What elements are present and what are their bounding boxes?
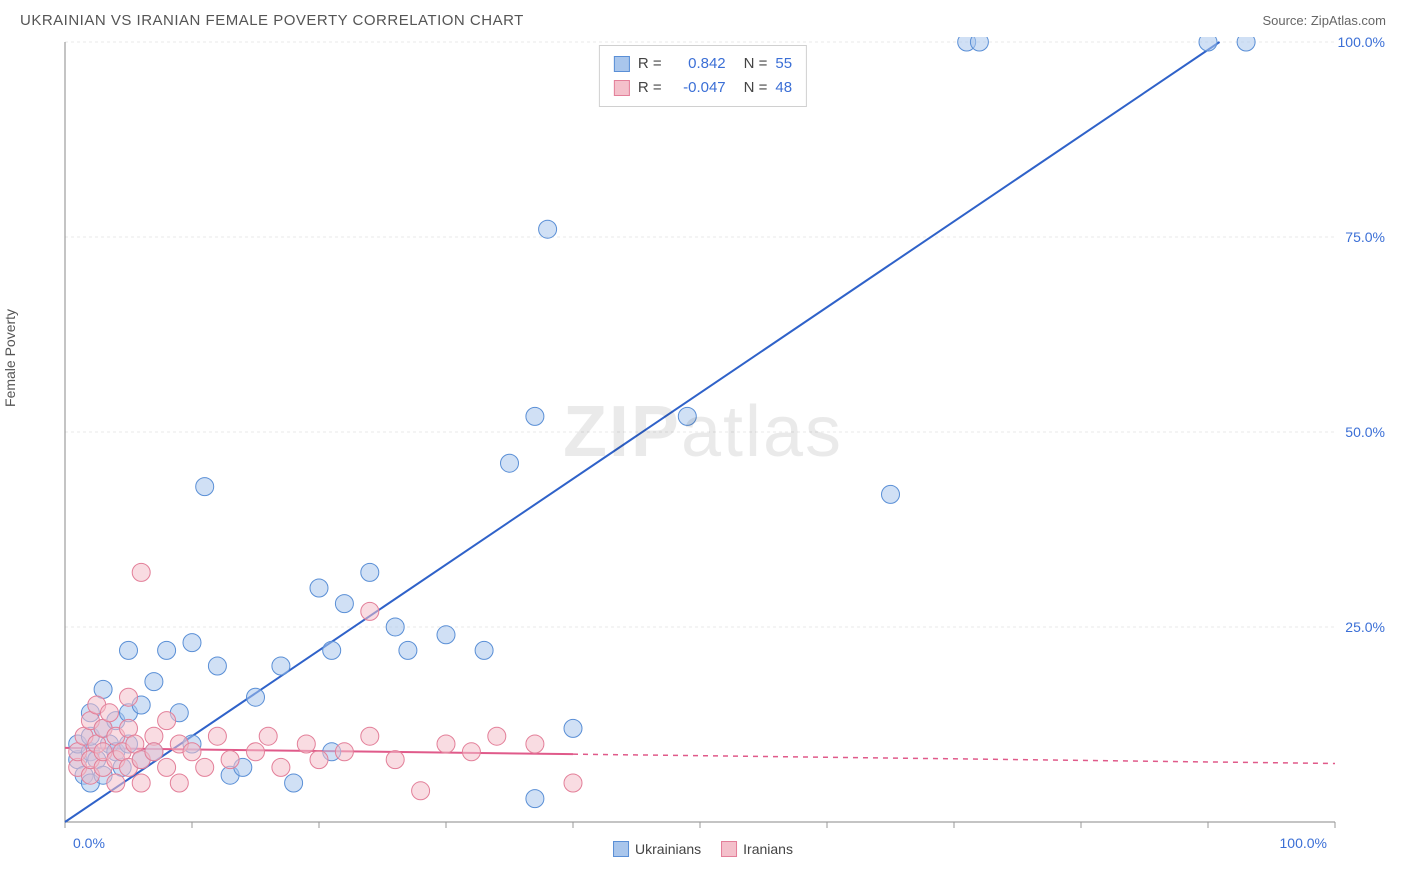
data-point (247, 688, 265, 706)
data-point (145, 743, 163, 761)
legend-item: Ukrainians (613, 841, 701, 857)
x-tick-label: 100.0% (1280, 835, 1327, 851)
data-point (412, 782, 430, 800)
stat-swatch (614, 56, 630, 72)
y-tick-label: 25.0% (1345, 619, 1385, 635)
data-point (526, 790, 544, 808)
data-point (564, 719, 582, 737)
stat-n-label: N = (744, 76, 768, 100)
series-legend: Ukrainians Iranians (613, 841, 793, 857)
data-point (437, 735, 455, 753)
data-point (132, 563, 150, 581)
y-tick-label: 100.0% (1338, 37, 1385, 50)
stat-n-label: N = (744, 52, 768, 76)
data-point (564, 774, 582, 792)
chart-title: UKRAINIAN VS IRANIAN FEMALE POVERTY CORR… (20, 12, 524, 29)
data-point (501, 454, 519, 472)
legend-swatch (613, 841, 629, 857)
data-point (285, 774, 303, 792)
stat-r-value: 0.842 (670, 52, 726, 76)
trend-line-extrapolated (573, 754, 1335, 763)
stat-r-value: -0.047 (670, 76, 726, 100)
chart-header: UKRAINIAN VS IRANIAN FEMALE POVERTY CORR… (0, 0, 1406, 37)
data-point (970, 37, 988, 51)
data-point (462, 743, 480, 761)
data-point (158, 758, 176, 776)
scatter-plot-svg: 25.0% 50.0% 75.0% 100.0% 0.0% 100.0% (20, 37, 1386, 859)
data-point (132, 774, 150, 792)
data-point (158, 641, 176, 659)
data-point (882, 485, 900, 503)
correlation-legend: R = 0.842 N = 55 R = -0.047 N = 48 (599, 45, 807, 107)
stat-legend-row: R = -0.047 N = 48 (614, 76, 792, 100)
data-point (196, 758, 214, 776)
data-point (259, 727, 277, 745)
data-point (120, 641, 138, 659)
data-point (323, 641, 341, 659)
data-point (196, 478, 214, 496)
data-point (539, 220, 557, 238)
data-point (475, 641, 493, 659)
legend-label: Ukrainians (635, 841, 701, 857)
stat-n-value: 48 (775, 76, 792, 100)
data-point (183, 634, 201, 652)
data-point (335, 595, 353, 613)
data-point (488, 727, 506, 745)
source-prefix: Source: (1262, 13, 1310, 28)
data-point (221, 751, 239, 769)
source-attribution: Source: ZipAtlas.com (1262, 13, 1386, 28)
stat-n-value: 55 (775, 52, 792, 76)
source-link[interactable]: ZipAtlas.com (1311, 13, 1386, 28)
data-point (100, 704, 118, 722)
data-point (310, 579, 328, 597)
data-point (361, 727, 379, 745)
data-point (386, 618, 404, 636)
legend-label: Iranians (743, 841, 793, 857)
stat-r-label: R = (638, 76, 662, 100)
data-point (361, 602, 379, 620)
data-point (1237, 37, 1255, 51)
data-point (183, 743, 201, 761)
data-point (107, 774, 125, 792)
data-point (272, 657, 290, 675)
data-point (1199, 37, 1217, 51)
legend-swatch (721, 841, 737, 857)
y-axis-label: Female Poverty (2, 309, 18, 407)
data-point (335, 743, 353, 761)
data-point (310, 751, 328, 769)
data-point (526, 407, 544, 425)
data-point (145, 673, 163, 691)
x-tick-label: 0.0% (73, 835, 105, 851)
data-point (678, 407, 696, 425)
data-point (526, 735, 544, 753)
stat-r-label: R = (638, 52, 662, 76)
data-point (386, 751, 404, 769)
data-point (399, 641, 417, 659)
y-tick-label: 50.0% (1345, 424, 1385, 440)
data-point (297, 735, 315, 753)
data-point (120, 688, 138, 706)
y-tick-label: 75.0% (1345, 229, 1385, 245)
trend-line (65, 42, 1220, 822)
data-point (170, 774, 188, 792)
stat-swatch (614, 80, 630, 96)
stat-legend-row: R = 0.842 N = 55 (614, 52, 792, 76)
legend-item: Iranians (721, 841, 793, 857)
data-point (208, 727, 226, 745)
data-point (437, 626, 455, 644)
data-point (272, 758, 290, 776)
data-point (361, 563, 379, 581)
data-point (158, 712, 176, 730)
data-point (208, 657, 226, 675)
data-point (247, 743, 265, 761)
chart-area: Female Poverty 25.0%50.0%75.0%100.0%0.0%… (20, 37, 1386, 859)
